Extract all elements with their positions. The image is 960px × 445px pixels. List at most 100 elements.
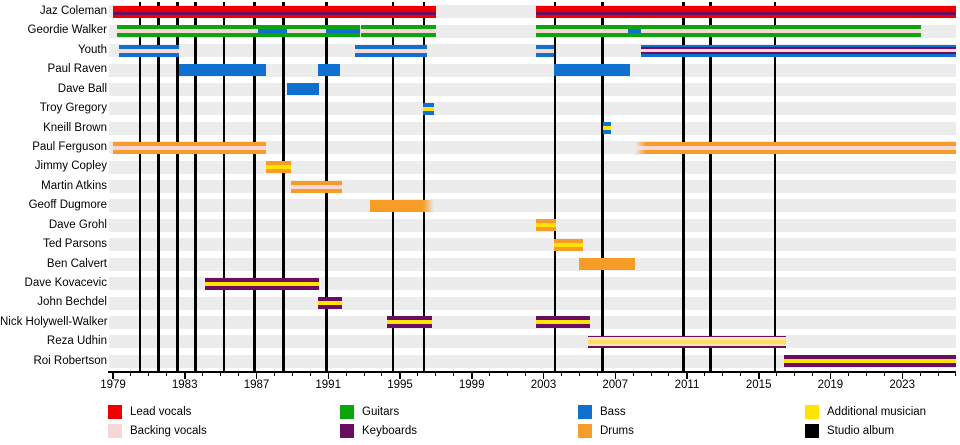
role-stripe — [258, 29, 287, 34]
x-axis-major-tick — [901, 372, 904, 380]
legend-swatch-bass — [578, 405, 592, 419]
legend-label-lead-vocals: Lead vocals — [130, 406, 192, 418]
studio-album-line — [222, 2, 226, 371]
row-band — [109, 102, 956, 116]
x-axis-minor-tick — [632, 372, 634, 377]
role-stripe — [290, 184, 342, 189]
timeline-bar — [641, 25, 921, 38]
role-stripe — [265, 165, 291, 170]
x-axis-minor-tick — [363, 372, 365, 377]
row-band — [109, 257, 956, 271]
role-stripe — [317, 301, 342, 305]
x-axis-minor-tick — [220, 372, 222, 377]
x-axis-minor-tick — [578, 372, 580, 377]
row-band — [109, 121, 956, 135]
member-label: Kneill Brown — [43, 121, 107, 134]
x-axis-major-tick — [112, 372, 114, 380]
timeline-bar — [116, 25, 259, 38]
studio-album-line — [391, 2, 395, 371]
x-axis-major-tick — [686, 372, 688, 380]
x-axis-minor-tick — [847, 372, 849, 377]
timeline-bar — [602, 122, 611, 135]
member-label: Paul Ferguson — [32, 140, 107, 153]
member-label: Jimmy Copley — [34, 160, 107, 173]
x-axis-line — [108, 371, 956, 373]
timeline-bar — [287, 25, 327, 38]
row-band — [109, 354, 956, 368]
studio-album-line — [138, 2, 142, 371]
x-axis-major-tick — [829, 372, 832, 380]
role-stripe — [355, 48, 427, 53]
timeline-bar — [113, 141, 267, 154]
studio-album-line — [157, 2, 160, 371]
x-axis-tick-label: 1995 — [387, 379, 413, 391]
member-label: Geoff Dugmore — [28, 199, 107, 212]
row-band — [109, 82, 956, 96]
x-axis-minor-tick — [130, 372, 132, 377]
x-axis-tick-label: 2011 — [674, 379, 700, 391]
legend-swatch-guitars — [340, 405, 354, 419]
x-axis-minor-tick — [811, 372, 813, 377]
legend-label-backing-vocals: Backing vocals — [130, 425, 207, 437]
legend-label-studio-album: Studio album — [827, 425, 895, 437]
timeline-bar — [536, 316, 591, 329]
timeline-bar — [783, 355, 956, 368]
row-band — [109, 315, 956, 329]
x-axis-minor-tick — [381, 372, 383, 377]
role-stripe — [627, 29, 642, 34]
timeline-bar — [119, 44, 180, 57]
timeline-bar — [554, 64, 631, 76]
studio-album-line — [682, 2, 685, 371]
member-label: Reza Udhin — [46, 335, 107, 348]
member-label: Dave Ball — [57, 82, 107, 95]
legend-label-drums: Drums — [600, 425, 634, 437]
member-label: Nick Holywell-Walker — [0, 315, 108, 328]
x-axis-tick-label: 1979 — [100, 379, 126, 391]
x-axis-tick-label: 2023 — [889, 379, 915, 391]
timeline-bar — [290, 180, 342, 193]
legend-swatch-backing-vocals — [108, 424, 122, 438]
x-axis-minor-tick — [919, 372, 921, 377]
role-stripe — [602, 126, 611, 131]
role-stripe — [423, 106, 435, 111]
member-label: John Bechdel — [37, 296, 107, 309]
x-axis-major-tick — [471, 372, 473, 380]
x-axis-minor-tick — [202, 372, 204, 377]
role-stripe — [204, 281, 320, 286]
x-axis-major-tick — [327, 372, 330, 380]
row-band — [109, 335, 956, 349]
x-axis-minor-tick — [417, 372, 419, 377]
x-axis-minor-tick — [291, 372, 293, 377]
member-label: Youth — [78, 43, 107, 56]
legend-label-additional-musician: Additional musician — [827, 406, 927, 418]
x-axis-minor-tick — [650, 372, 652, 377]
member-label: Roi Robertson — [33, 354, 107, 367]
x-axis-minor-tick — [596, 372, 598, 377]
studio-album-line — [601, 2, 604, 371]
row-band — [109, 160, 956, 174]
timeline-bar — [326, 25, 361, 38]
x-axis-major-tick — [255, 372, 258, 380]
studio-album-line — [553, 2, 557, 371]
role-stripe — [554, 242, 583, 247]
role-stripe — [113, 145, 267, 150]
timeline-bar — [536, 5, 956, 18]
studio-album-line — [176, 2, 179, 371]
timeline-bar — [536, 44, 555, 57]
x-axis-tick-label: 1987 — [243, 379, 270, 391]
role-stripe — [536, 29, 628, 34]
timeline-bar — [536, 25, 628, 38]
member-label: Jaz Coleman — [39, 5, 107, 17]
member-label: Ben Calvert — [46, 257, 107, 270]
timeline-bar — [387, 316, 433, 329]
x-axis-minor-tick — [309, 372, 311, 377]
x-axis-minor-tick — [507, 372, 509, 377]
timeline-bar — [355, 44, 427, 57]
member-label: Geordie Walker — [27, 24, 107, 37]
x-axis-minor-tick — [776, 372, 778, 377]
row-band — [109, 296, 956, 310]
x-axis-major-tick — [614, 372, 617, 380]
timeline-bar — [588, 335, 786, 348]
x-axis-major-tick — [184, 372, 186, 380]
legend-label-bass: Bass — [600, 406, 626, 418]
